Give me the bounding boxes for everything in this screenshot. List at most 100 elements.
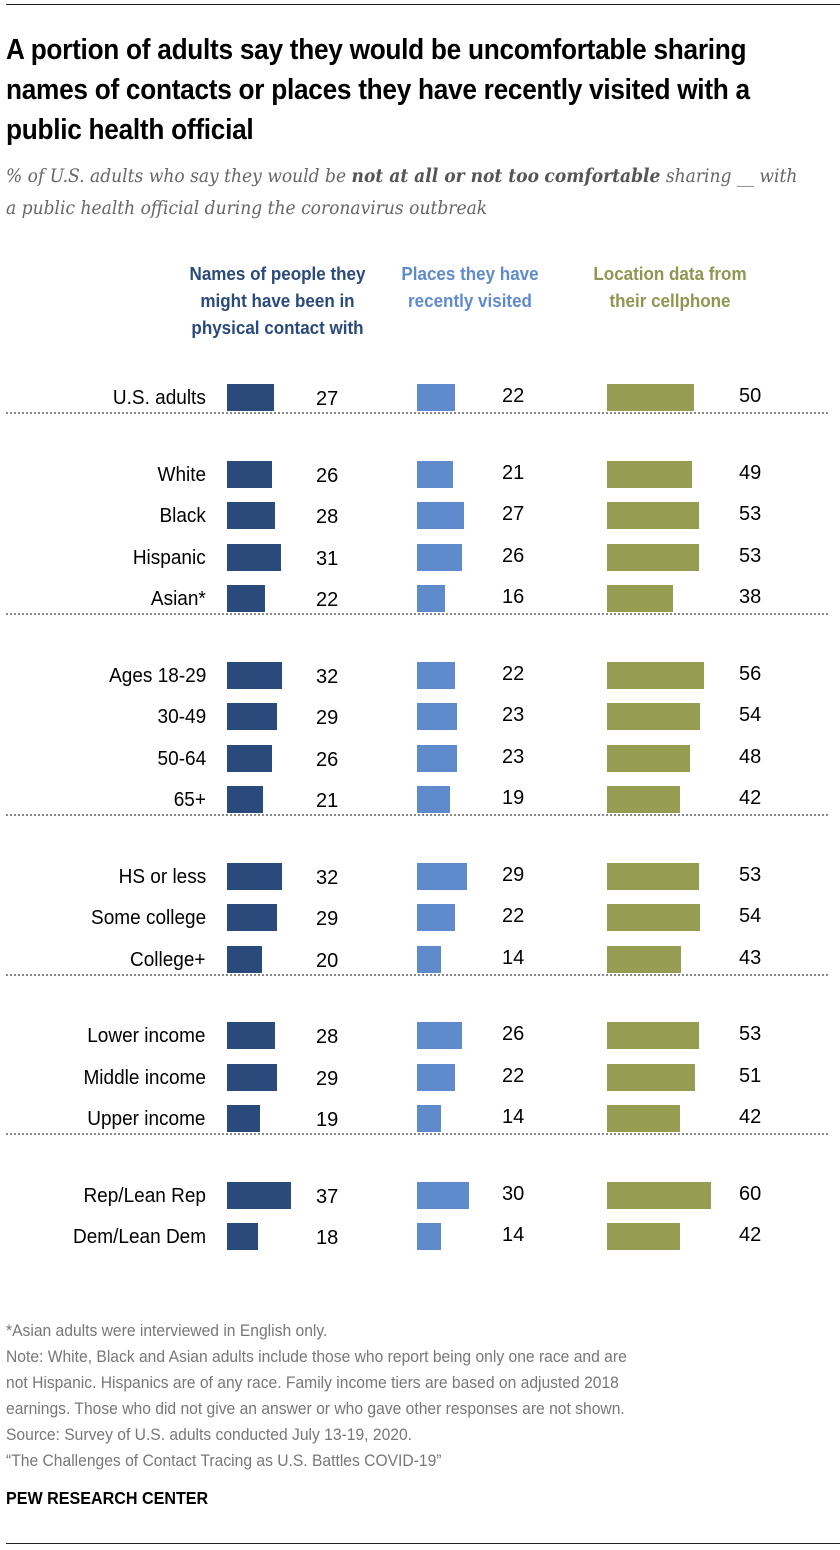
value-label-lower-income-series-0: 28 (316, 1026, 339, 1048)
value-label-middle-income-series-2: 51 (739, 1064, 762, 1087)
value-label-asian-series-2: 38 (739, 586, 762, 608)
bar-white-series-0 (227, 460, 272, 488)
value-label-hispanic-series-1: 26 (502, 544, 525, 567)
bar-college-series-0 (227, 945, 262, 973)
value-label-30-49-series-0: 29 (316, 707, 339, 729)
bar-middle-income-series-0 (227, 1063, 277, 1091)
top-rule (6, 4, 840, 5)
group-separator (6, 973, 828, 976)
bar-65-series-2 (607, 786, 680, 813)
bar-hispanic-series-2 (607, 543, 699, 571)
bar-u-s-adults-series-0 (227, 384, 274, 411)
value-label-upper-income-series-1: 14 (502, 1106, 525, 1128)
value-label-lower-income-series-2: 53 (739, 1023, 762, 1045)
value-label-middle-income-series-1: 22 (502, 1064, 525, 1087)
row-label-hs-or-less: HS or less (118, 865, 206, 888)
row-label-30-49: 30-49 (157, 706, 206, 728)
value-label-dem-lean-dem-series-1: 14 (502, 1224, 525, 1246)
bar-hs-or-less-series-1 (417, 862, 467, 890)
value-label-hispanic-series-2: 53 (739, 544, 762, 567)
value-label-black-series-1: 27 (502, 503, 525, 525)
bar-u-s-adults-series-2 (607, 384, 694, 411)
bar-rep-lean-rep-series-0 (227, 1181, 291, 1209)
bar-ages-18-29-series-0 (227, 661, 282, 689)
value-label-black-series-2: 53 (739, 503, 762, 525)
value-label-hs-or-less-series-2: 53 (739, 863, 762, 886)
bar-some-college-series-0 (227, 904, 277, 931)
bar-50-64-series-2 (607, 744, 690, 772)
bar-ages-18-29-series-1 (417, 661, 455, 689)
bar-upper-income-series-0 (227, 1105, 260, 1132)
value-label-50-64-series-2: 48 (739, 745, 762, 768)
bar-30-49-series-1 (417, 703, 457, 730)
value-label-ages-18-29-series-0: 32 (316, 665, 339, 688)
bar-white-series-1 (417, 460, 453, 488)
value-label-u-s-adults-series-0: 27 (316, 388, 339, 410)
group-separator (6, 613, 828, 615)
row-label-asian: Asian* (151, 588, 206, 610)
column-header-location-data: Location data from their cellphone (593, 263, 747, 311)
bar-some-college-series-2 (607, 904, 700, 931)
bar-65-series-0 (227, 786, 263, 813)
row-label-white: White (157, 463, 206, 486)
group-separator (6, 1133, 828, 1135)
bar-dem-lean-dem-series-1 (417, 1223, 441, 1250)
bar-hs-or-less-series-0 (227, 862, 282, 890)
subtitle-bold-2: comfortable (544, 165, 661, 187)
bar-black-series-2 (607, 502, 699, 529)
bar-black-series-1 (417, 502, 464, 529)
value-label-black-series-0: 28 (316, 506, 339, 528)
row-label-rep-lean-rep: Rep/Lean Rep (83, 1184, 206, 1207)
value-label-u-s-adults-series-2: 50 (739, 385, 762, 407)
chart-subtitle: % of U.S. adults who say they would be n… (6, 160, 798, 224)
bar-lower-income-series-1 (417, 1022, 462, 1049)
bar-hispanic-series-1 (417, 543, 462, 571)
value-label-upper-income-series-0: 19 (316, 1109, 339, 1131)
value-label-asian-series-1: 16 (502, 586, 525, 608)
row-label-50-64: 50-64 (157, 747, 206, 770)
subtitle-suffix: sharing __ with a public health official… (6, 165, 798, 219)
value-label-lower-income-series-1: 26 (502, 1023, 525, 1045)
bar-ages-18-29-series-2 (607, 661, 704, 689)
value-label-asian-series-0: 22 (316, 589, 339, 611)
value-label-white-series-1: 21 (502, 461, 525, 484)
bar-middle-income-series-1 (417, 1063, 455, 1091)
bar-30-49-series-0 (227, 703, 277, 730)
row-label-middle-income: Middle income (83, 1066, 206, 1089)
bar-50-64-series-0 (227, 744, 272, 772)
bar-hs-or-less-series-2 (607, 862, 699, 890)
bar-rep-lean-rep-series-2 (607, 1181, 711, 1209)
note-line-2: not Hispanic. Hispanics are of any race.… (6, 1373, 619, 1392)
bar-lower-income-series-0 (227, 1022, 275, 1049)
notes: *Asian adults were interviewed in Englis… (6, 1318, 836, 1474)
bar-asian-series-2 (607, 585, 673, 612)
report-title: “The Challenges of Contact Tracing as U.… (6, 1451, 442, 1470)
bar-65-series-1 (417, 786, 450, 813)
bar-asian-series-0 (227, 585, 265, 612)
bar-u-s-adults-series-1 (417, 384, 455, 411)
column-header-names-of-people: Names of people they might have been in … (189, 263, 366, 338)
note-line-1: Note: White, Black and Asian adults incl… (6, 1347, 627, 1366)
value-label-u-s-adults-series-1: 22 (502, 385, 525, 407)
value-label-30-49-series-1: 23 (502, 704, 525, 726)
subtitle-bold-1: not at all or not too (351, 165, 539, 187)
row-label-some-college: Some college (90, 907, 206, 929)
value-label-hs-or-less-series-0: 32 (316, 866, 339, 889)
value-label-white-series-2: 49 (739, 461, 762, 484)
row-label-hispanic: Hispanic (133, 546, 206, 569)
value-label-white-series-0: 26 (316, 464, 339, 487)
value-label-30-49-series-2: 54 (739, 704, 762, 726)
bar-some-college-series-1 (417, 904, 455, 931)
bar-dem-lean-dem-series-2 (607, 1223, 680, 1250)
row-label-black: Black (159, 505, 206, 527)
value-label-some-college-series-1: 22 (502, 905, 525, 927)
value-label-65-series-1: 19 (502, 787, 525, 809)
value-label-hs-or-less-series-1: 29 (502, 863, 525, 886)
bar-upper-income-series-2 (607, 1105, 680, 1132)
value-label-some-college-series-0: 29 (316, 908, 339, 930)
bar-college-series-1 (417, 945, 441, 973)
subtitle-prefix: % of U.S. adults who say they would be (6, 165, 352, 187)
value-label-some-college-series-2: 54 (739, 905, 762, 927)
value-label-ages-18-29-series-1: 22 (502, 662, 525, 685)
bar-30-49-series-2 (607, 703, 700, 730)
